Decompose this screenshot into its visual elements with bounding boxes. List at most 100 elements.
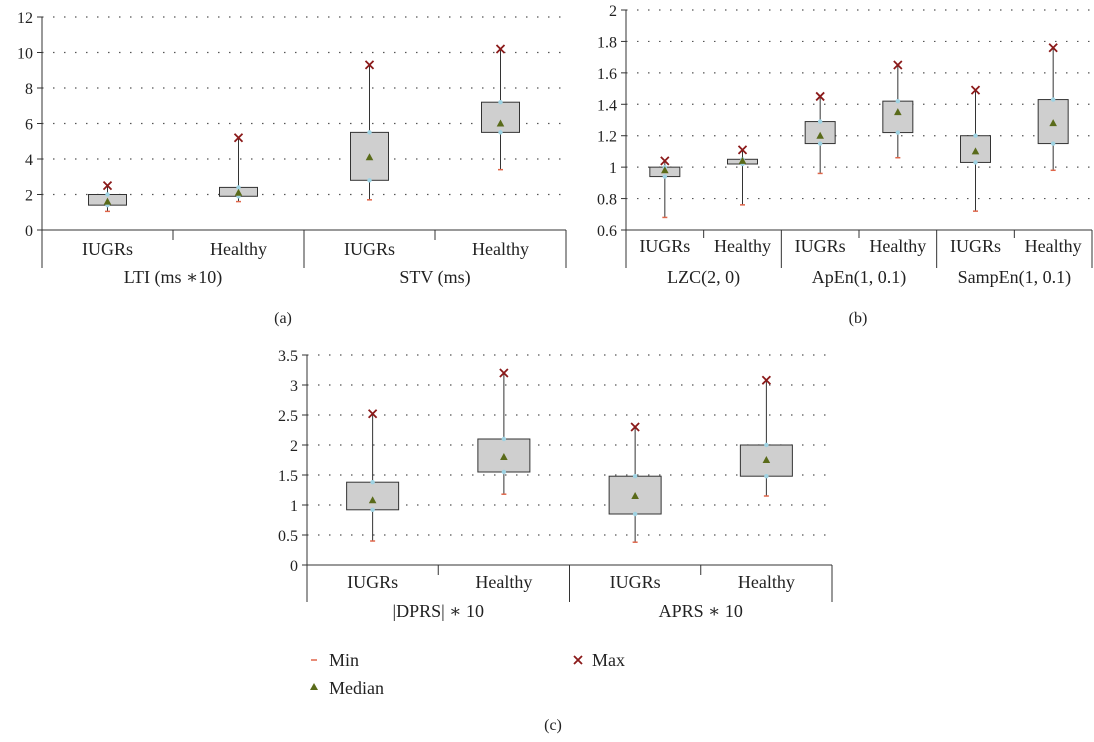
- q3-marker: [817, 119, 823, 124]
- q1-marker: [367, 178, 372, 183]
- q1-marker: [895, 130, 901, 135]
- x-category-label: IUGRs: [82, 239, 133, 259]
- y-tick-label: 1: [290, 498, 298, 515]
- median-marker: [496, 119, 505, 127]
- median-marker: [971, 147, 980, 155]
- y-tick-label: 10: [17, 46, 33, 63]
- q3-marker: [105, 192, 110, 197]
- x-group-label: |DPRS| ∗ 10: [393, 601, 484, 621]
- y-tick-label: 0: [25, 223, 33, 240]
- q1-marker: [817, 141, 823, 146]
- x-category-label: IUGRs: [639, 236, 690, 256]
- max-marker: [102, 180, 113, 191]
- x-group-label: STV (ms): [399, 267, 470, 288]
- q3-marker: [895, 98, 901, 104]
- q3-marker: [367, 130, 372, 135]
- x-group-label: APRS ∗ 10: [659, 601, 743, 621]
- max-marker: [367, 409, 378, 419]
- panel-label: (b): [849, 310, 868, 327]
- box-iqr: [481, 101, 520, 133]
- x-category-label: IUGRs: [795, 236, 846, 256]
- q3-marker: [1050, 97, 1056, 102]
- y-tick-label: 3.5: [278, 348, 298, 365]
- max-marker: [737, 145, 748, 155]
- y-tick-label: 4: [25, 152, 33, 169]
- q1-marker: [501, 469, 507, 475]
- y-tick-label: 2: [290, 438, 298, 455]
- y-tick-label: 0.6: [597, 223, 617, 240]
- q1-marker: [632, 511, 638, 517]
- y-tick-label: 8: [25, 81, 33, 98]
- y-tick-label: 2: [609, 3, 617, 20]
- median-marker: [103, 197, 112, 205]
- y-tick-label: 1.2: [597, 129, 617, 146]
- y-tick-label: 6: [25, 117, 33, 134]
- q3-marker: [764, 442, 769, 448]
- y-tick-label: 1.5: [278, 468, 298, 485]
- chart-panel-c: 0 0.5 1 1.5 2 2.5 3 3.5 IUGRs Healthy |DPRS| ∗ 10 I…: [278, 348, 833, 734]
- x-category-label: IUGRs: [344, 239, 395, 259]
- panel-label: (a): [274, 310, 292, 327]
- legend-min-label: Min: [329, 650, 359, 670]
- x-category-label: Healthy: [1025, 236, 1082, 256]
- x-group-label: LZC(2, 0): [667, 267, 740, 288]
- y-tick-label: 1.4: [597, 97, 617, 114]
- median-marker: [500, 453, 508, 460]
- y-tick-label: 1.8: [597, 34, 617, 51]
- y-tick-label: 0: [290, 558, 298, 575]
- q3-marker: [973, 133, 978, 138]
- x-category-label: Healthy: [738, 572, 795, 592]
- max-marker: [630, 422, 640, 432]
- max-marker: [364, 60, 375, 70]
- max-marker: [815, 91, 825, 102]
- box-iqr: [882, 100, 914, 134]
- x-category-label: IUGRs: [347, 572, 398, 592]
- q1-marker: [1050, 141, 1056, 146]
- median-marker: [762, 456, 771, 463]
- q3-marker: [498, 100, 503, 105]
- y-tick-label: 0.8: [597, 192, 617, 209]
- x-category-label: Healthy: [210, 239, 267, 259]
- max-marker: [970, 85, 981, 95]
- panel-label: (c): [544, 717, 562, 734]
- legend-median-swatch: [310, 683, 318, 690]
- median-marker: [816, 131, 824, 139]
- q3-marker: [632, 474, 638, 479]
- median-marker: [368, 496, 377, 504]
- q1-marker: [498, 130, 503, 135]
- y-tick-label: 3: [290, 378, 298, 395]
- median-marker: [631, 492, 639, 499]
- chart-panel-a: 0 2 4 6 8 10 12 IUGRs Healthy LTI (ms ∗10) IUGRs He…: [17, 10, 567, 327]
- max-marker: [761, 375, 772, 385]
- q1-marker: [662, 174, 668, 179]
- x-category-label: Healthy: [472, 239, 529, 259]
- q3-marker: [370, 480, 375, 485]
- x-group-label: ApEn(1, 0.1): [812, 267, 906, 288]
- median-marker: [234, 188, 243, 196]
- median-marker: [661, 166, 669, 174]
- median-marker: [1049, 119, 1057, 127]
- y-tick-label: 0.5: [278, 528, 298, 545]
- q1-marker: [764, 474, 769, 479]
- x-category-label: Healthy: [714, 236, 771, 256]
- y-tick-label: 1.6: [597, 66, 617, 83]
- box-iqr: [350, 131, 389, 181]
- y-tick-label: 2.5: [278, 408, 298, 425]
- q1-marker: [370, 507, 375, 512]
- x-group-label: SampEn(1, 0.1): [958, 267, 1071, 288]
- x-category-label: Healthy: [869, 236, 926, 256]
- x-category-label: IUGRs: [950, 236, 1001, 256]
- max-marker: [893, 60, 903, 70]
- q3-marker: [501, 436, 507, 442]
- median-marker: [365, 153, 374, 161]
- q1-marker: [973, 160, 978, 165]
- box-iqr: [346, 481, 400, 511]
- median-marker: [738, 156, 747, 164]
- y-tick-label: 1: [609, 160, 617, 177]
- max-marker: [660, 156, 670, 166]
- y-tick-label: 12: [17, 10, 33, 27]
- x-category-label: IUGRs: [610, 572, 661, 592]
- max-marker: [1048, 43, 1058, 53]
- legend-median-label: Median: [329, 678, 384, 698]
